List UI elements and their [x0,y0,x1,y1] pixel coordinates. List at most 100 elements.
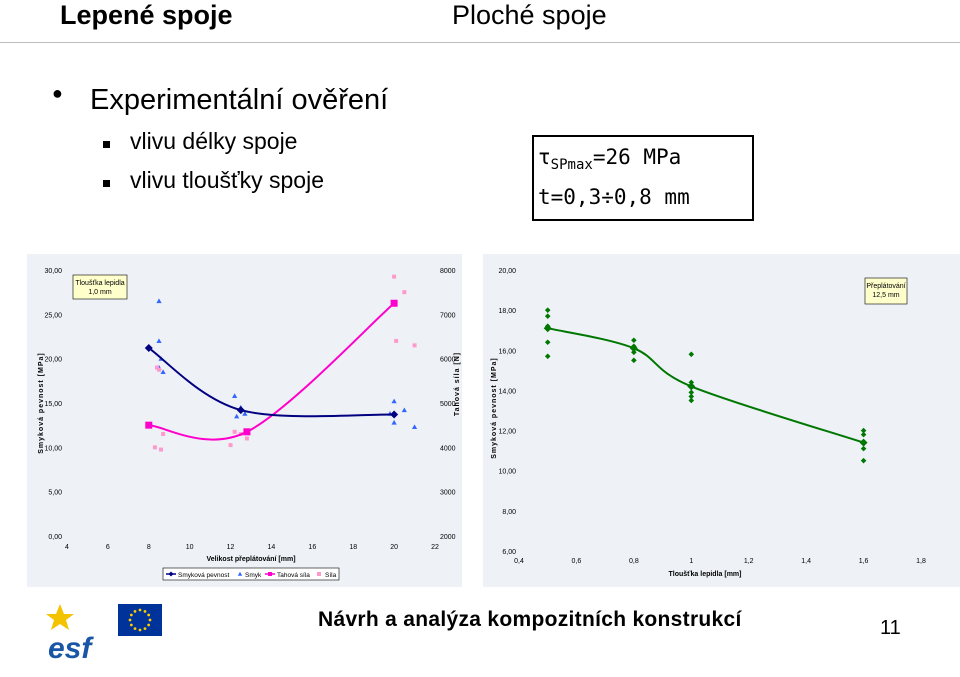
thickness-marker [687,382,696,391]
thickness-point [631,337,637,344]
header-right-title: Ploché spoje [452,0,607,30]
sub-bullet-thickness: vlivu tloušťky spoje [130,167,324,193]
eu-star-icon [143,627,147,631]
legend-label: Smyk [245,572,262,579]
x-axis-label: Tloušťka lepidla [mm] [669,571,742,578]
x-tick-label: 22 [431,544,439,551]
y-tick-label: 15,00 [44,401,62,408]
x-tick-label: 12 [227,544,235,551]
left-chart-panel: 0,00 5,00 10,00 15,00 20,00 25,00 30,00 2000 300… [27,254,462,587]
legend-marker [237,571,243,576]
x-axis-label: Velikost přeplátování [mm] [206,556,295,563]
thickness-point [631,357,637,364]
note-text: Přeplátování [866,283,905,290]
eu-star-icon [147,623,151,627]
shear-point [160,369,166,375]
note-box [72,274,128,300]
x-tick-label: 1,8 [916,558,926,565]
note-text: 1,0 mm [88,289,112,296]
esf-star-icon [46,604,74,630]
shear-point [232,393,238,398]
note-text: 12,5 mm [872,292,899,299]
shear-point [401,407,407,413]
thickness-range: t=0,3÷0,8 mm [538,185,690,209]
force-point [228,443,233,448]
y2-tick-label: 4000 [440,445,456,452]
y-tick-label: 10,00 [498,469,516,476]
shear-marker [144,344,153,353]
legend-label: Síla [325,572,337,579]
force-point [161,432,166,437]
thickness-point [544,313,551,319]
y-tick-label: 18,00 [498,308,516,315]
y-tick-label: 10,00 [44,445,62,452]
tau-subscript: SPmax [550,157,593,174]
force-point [157,367,161,372]
x-tick-label: 0,6 [572,558,582,565]
thickness-point [688,351,695,358]
y-tick-label: 5,00 [48,490,62,497]
header-divider [0,42,960,43]
y2-axis-label: Tahová síla [N] [454,352,461,416]
eu-star-icon [148,618,152,622]
thickness-point [860,445,867,452]
y-tick-label: 0,00 [48,534,62,541]
esf-logo-text: esf [48,632,94,664]
x-tick-label: 8 [147,544,151,551]
eu-star-icon [133,627,137,631]
force-point [392,274,397,279]
x-tick-label: 1 [689,558,693,565]
thickness-point [544,339,551,346]
note-box [864,277,908,305]
thickness-point [688,397,695,404]
eu-star-icon [147,613,151,617]
shear-point [391,419,397,425]
right-chart: 6,00 8,00 10,00 12,00 14,00 16,00 18,00 20,00 0,… [491,268,926,578]
thickness-point [544,307,551,313]
y-tick-label: 14,00 [498,388,516,395]
y-tick-label: 8,00 [502,509,516,516]
legend-label: Smyková pevnost [178,572,229,579]
y-tick-label: 25,00 [44,312,62,319]
legend-marker [168,571,174,577]
thickness-marker [543,324,552,333]
eu-star-icon [129,613,133,617]
y-tick-label: 20,00 [498,268,516,275]
shear-point [156,338,162,344]
shear-point [234,413,240,419]
tau-symbol: τ [538,145,551,169]
thickness-point [860,427,867,434]
x-tick-label: 0,4 [514,558,524,565]
right-chart-panel: 6,00 8,00 10,00 12,00 14,00 16,00 18,00 20,00 0,… [483,254,960,587]
thickness-point [860,457,867,464]
y-tick-label: 6,00 [502,549,516,556]
force-line [148,302,395,441]
force-point [244,436,249,441]
thickness-point [688,393,695,400]
x-tick-label: 20 [390,544,398,551]
y2-tick-label: 2000 [440,534,456,541]
legend-marker [268,572,272,576]
y2-tick-label: 7000 [440,312,456,319]
bullet-dot-icon: ● [52,83,63,103]
force-point [159,447,164,452]
eu-star-icon [143,609,147,613]
footer-title: Návrh a analýza kompozitních konstrukcí [318,608,742,631]
force-marker [145,421,153,429]
page-number: 11 [880,617,901,639]
x-tick-label: 6 [106,544,110,551]
sub-bullet-length: vlivu délky spoje [130,128,298,154]
shear-marker [390,410,399,419]
thickness-point [688,389,695,396]
esf-logo: esf [40,600,110,665]
force-point [232,429,237,434]
eu-star-icon [138,628,142,632]
thickness-line [547,327,864,444]
eu-star-icon [128,618,132,622]
legend-marker [317,572,321,576]
y2-tick-label: 8000 [440,268,456,275]
thickness-point [688,379,695,386]
force-marker [390,299,398,307]
x-tick-label: 1,2 [744,558,754,565]
force-marker [243,428,251,436]
